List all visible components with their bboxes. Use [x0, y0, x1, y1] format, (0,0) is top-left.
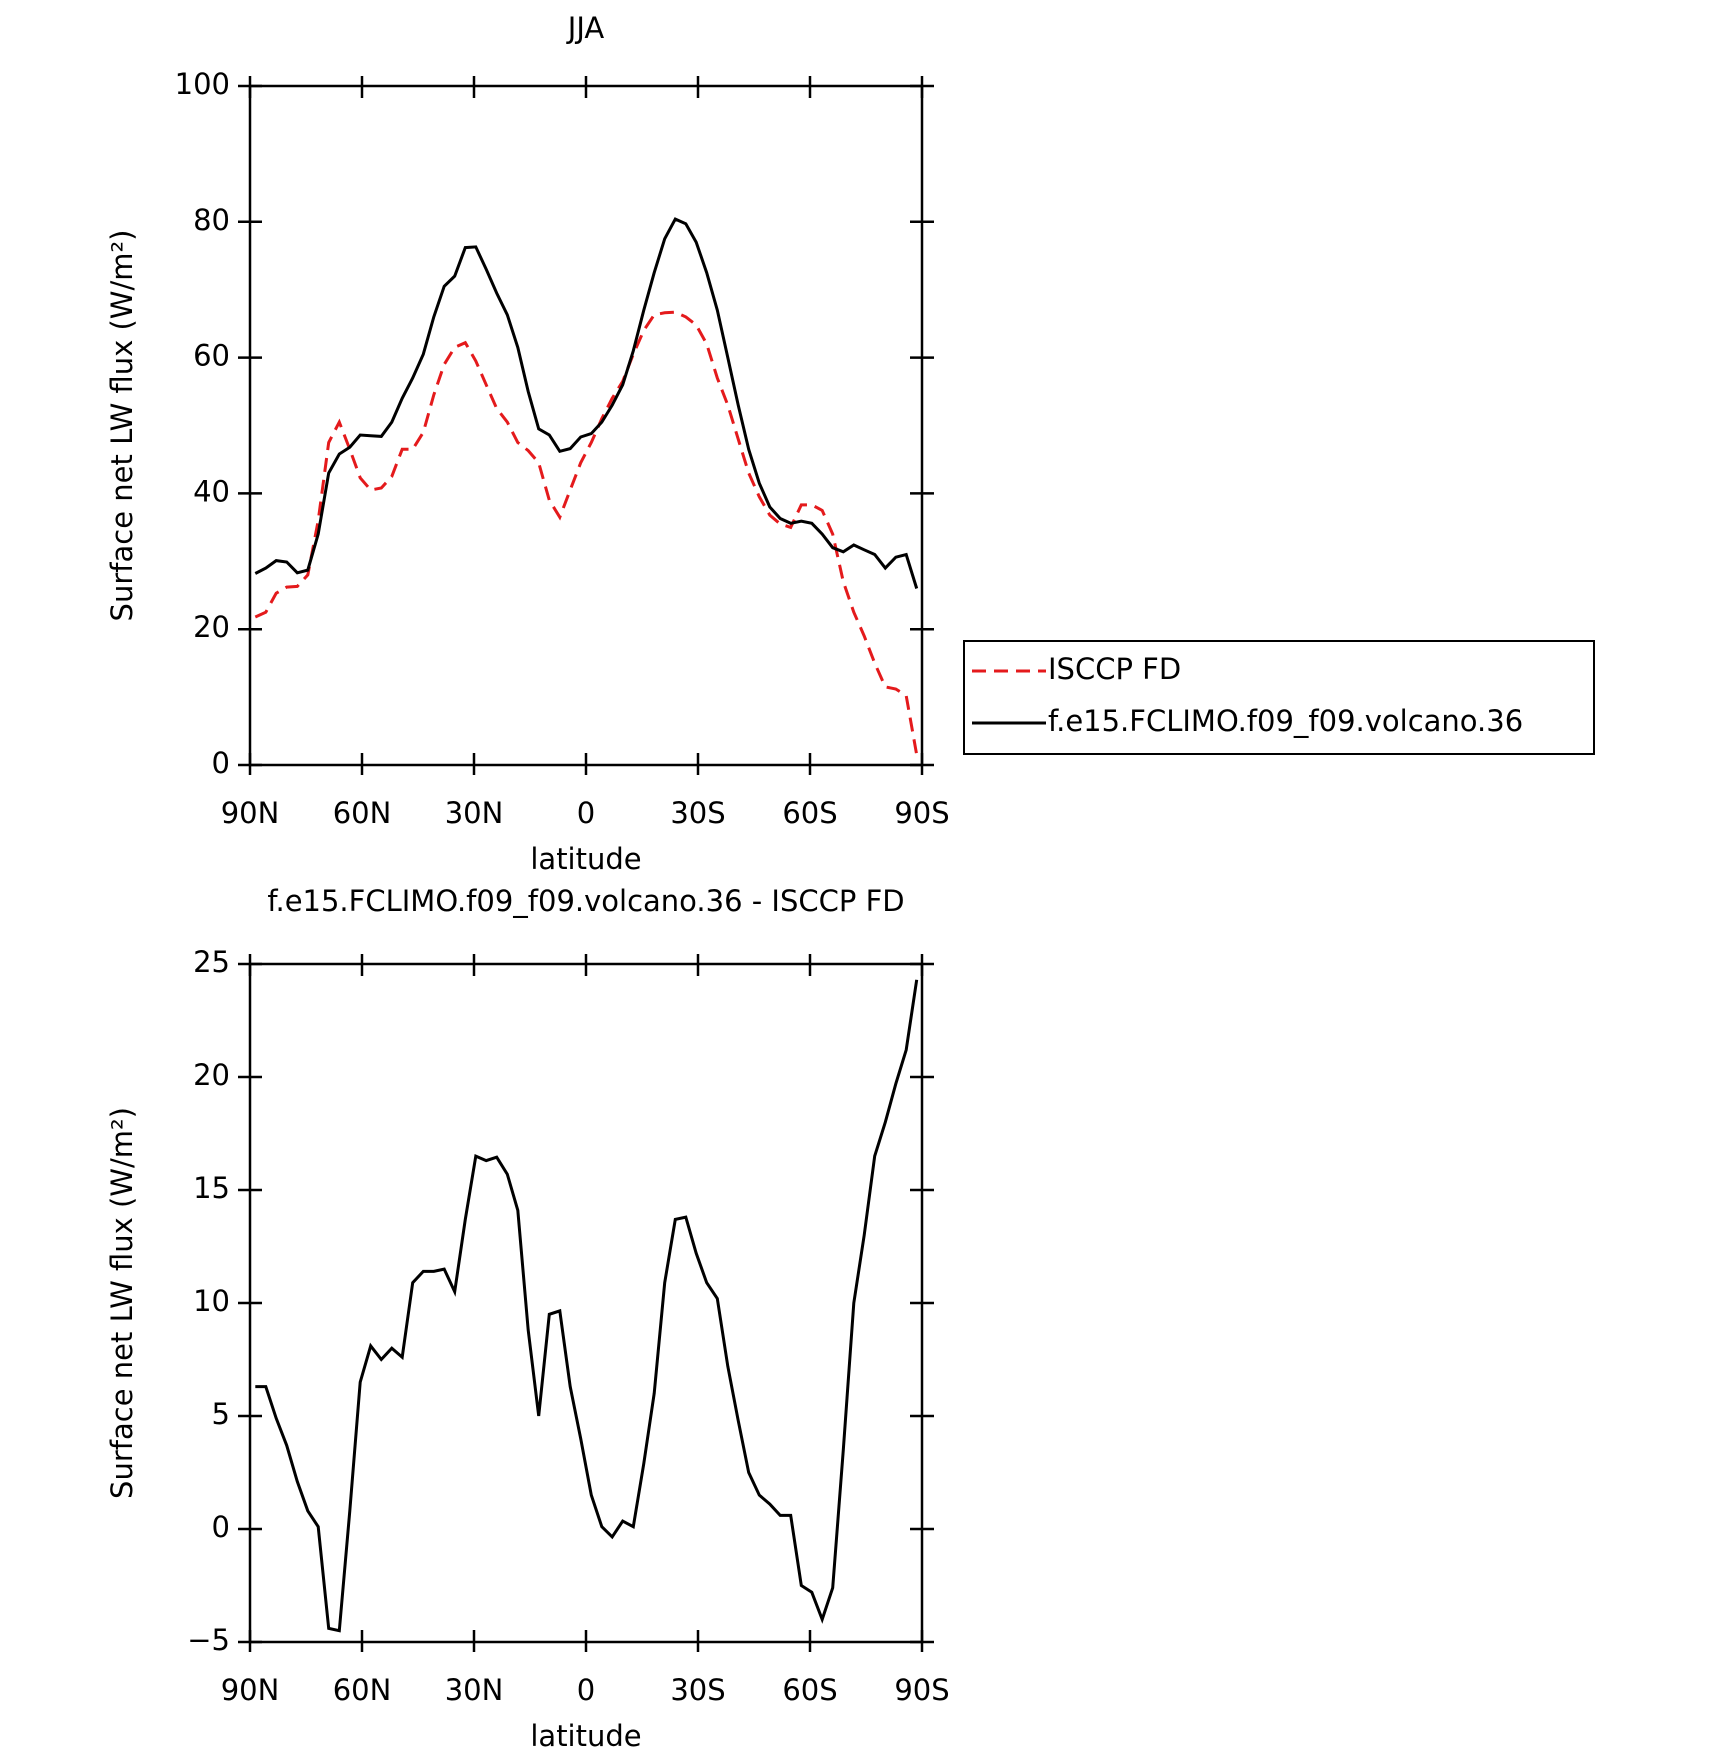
series-line: [254, 217, 919, 589]
x-tick-label: 0: [577, 1673, 595, 1707]
x-tick-label: 30S: [670, 796, 725, 830]
x-tick-label: 60N: [333, 796, 392, 830]
series-line: [255, 979, 919, 1633]
y-tick-label: 10: [193, 1284, 230, 1318]
plot-frame: [248, 962, 924, 1644]
x-tick-label: 60N: [333, 1673, 392, 1707]
x-tick-label: 0: [577, 796, 595, 830]
y-axis-label: Surface net LW flux (W/m²): [105, 230, 139, 622]
y-tick-label: 25: [193, 945, 230, 979]
y-tick-label: 0: [212, 1510, 230, 1544]
legend-label: ISCCP FD: [1048, 652, 1181, 686]
x-tick-label: 60S: [782, 796, 837, 830]
y-tick-label: 80: [193, 203, 230, 237]
y-axis-label: Surface net LW flux (W/m²): [105, 1107, 139, 1499]
y-tick-label: 0: [212, 746, 230, 780]
chart-title: JJA: [566, 11, 605, 45]
y-tick-label: 20: [193, 610, 230, 644]
x-tick-label: 30N: [445, 796, 504, 830]
x-axis-label: latitude: [530, 1719, 641, 1753]
y-tick-label: 20: [193, 1058, 230, 1092]
x-tick-label: 90S: [894, 796, 949, 830]
x-tick-label: 90N: [221, 796, 280, 830]
legend-box: [963, 640, 1595, 755]
y-tick-label: 5: [212, 1397, 230, 1431]
y-tick-label: −5: [187, 1623, 230, 1657]
x-tick-label: 90N: [221, 1673, 280, 1707]
x-tick-label: 30S: [670, 1673, 725, 1707]
legend-label: f.e15.FCLIMO.f09_f09.volcano.36: [1048, 704, 1523, 738]
y-tick-label: 15: [193, 1171, 230, 1205]
y-tick-label: 40: [193, 474, 230, 508]
series-line: [254, 310, 919, 756]
x-tick-label: 90S: [894, 1673, 949, 1707]
y-tick-label: 60: [193, 339, 230, 373]
x-axis-label: latitude: [530, 842, 641, 876]
y-tick-label: 100: [175, 67, 230, 101]
plot-frame: [248, 84, 924, 767]
chart-title: f.e15.FCLIMO.f09_f09.volcano.36 - ISCCP …: [267, 884, 904, 918]
x-tick-label: 60S: [782, 1673, 837, 1707]
x-tick-label: 30N: [445, 1673, 504, 1707]
